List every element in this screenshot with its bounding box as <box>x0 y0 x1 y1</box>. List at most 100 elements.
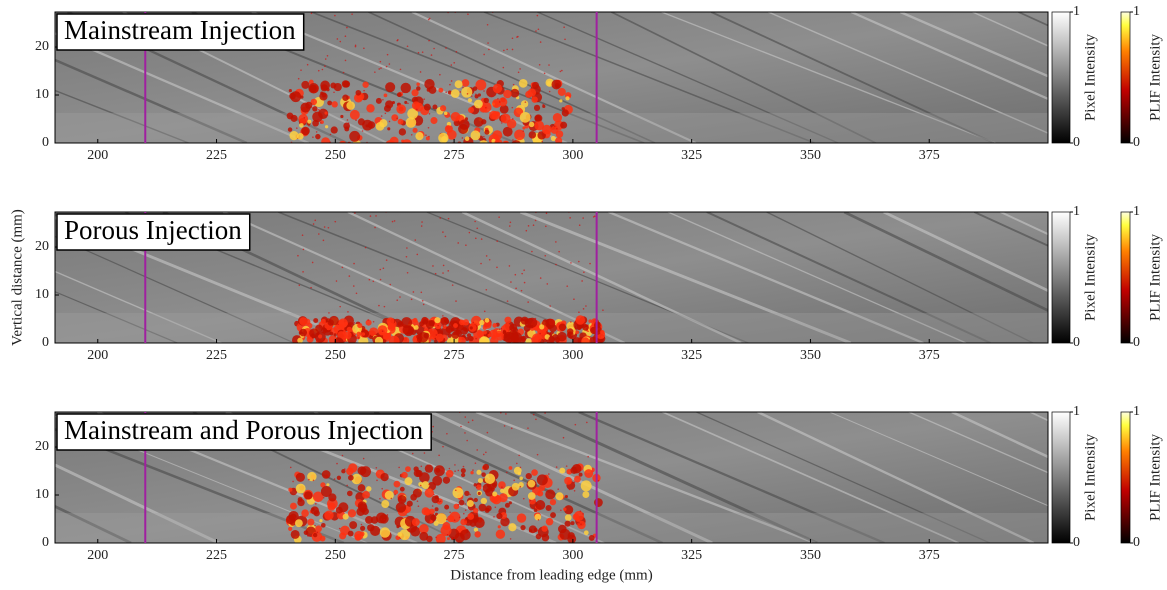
plif-signal <box>467 500 474 507</box>
plif-signal <box>398 495 407 504</box>
x-tick-label: 325 <box>681 348 702 363</box>
y-tick-label: 20 <box>35 39 49 54</box>
plif-signal <box>572 464 581 473</box>
plif-signal <box>453 487 464 498</box>
plif-speck <box>485 107 487 109</box>
plif-signal <box>362 82 368 88</box>
plif-speck <box>575 424 577 426</box>
plif-speck <box>580 523 582 525</box>
plif-speck <box>467 122 469 124</box>
plif-speck <box>469 494 471 496</box>
plif-speck <box>543 475 545 477</box>
plif-speck <box>516 36 518 38</box>
x-tick-label: 350 <box>800 148 821 163</box>
plif-signal <box>416 82 420 86</box>
plif-speck <box>316 338 318 340</box>
plif-speck <box>476 449 478 451</box>
plif-signal <box>519 336 526 343</box>
plif-speck <box>462 87 464 89</box>
plif-speck <box>542 104 544 106</box>
plif-signal <box>358 118 365 125</box>
plif-signal <box>362 332 365 335</box>
y-tick-label: 0 <box>42 335 49 350</box>
plif-signal <box>348 475 354 481</box>
plif-signal <box>563 508 566 511</box>
plif-signal <box>427 88 431 92</box>
plif-signal <box>464 491 469 496</box>
plif-signal <box>444 505 449 510</box>
plif-signal <box>400 487 405 492</box>
plif-speck <box>458 504 460 506</box>
plif-speck <box>539 333 541 335</box>
plif-speck <box>467 93 469 95</box>
plif-speck <box>304 117 306 119</box>
plif-signal <box>572 337 581 346</box>
plif-signal <box>331 126 338 133</box>
plif-signal <box>539 485 545 491</box>
plif-speck <box>295 321 297 323</box>
plif-speck <box>496 240 498 242</box>
plif-signal <box>479 140 489 150</box>
plif-signal <box>297 133 304 140</box>
plif-speck <box>537 15 539 17</box>
plif-signal <box>320 91 323 94</box>
plif-speck <box>369 279 371 281</box>
plif-signal <box>326 88 329 91</box>
colorbar-label: PLIF Intensity <box>1147 233 1163 321</box>
plif-signal <box>468 336 473 341</box>
plif-speck <box>344 468 346 470</box>
plif-signal <box>376 98 382 104</box>
plif-signal <box>460 519 467 526</box>
plif-speck <box>446 519 448 521</box>
plif-speck <box>507 300 509 302</box>
plif-signal <box>368 121 376 129</box>
plif-speck <box>497 98 499 100</box>
plif-signal <box>558 88 566 96</box>
plif-speck <box>589 263 591 265</box>
plif-signal <box>388 323 396 331</box>
plif-signal <box>531 469 538 476</box>
x-tick-label: 375 <box>919 348 940 363</box>
plif-signal <box>356 90 362 96</box>
plif-speck <box>558 251 560 253</box>
plif-signal <box>528 492 536 500</box>
plif-signal <box>487 334 490 337</box>
plif-speck <box>503 67 505 69</box>
plif-signal <box>311 506 319 514</box>
plif-speck <box>322 69 324 71</box>
plif-signal <box>504 317 511 324</box>
x-tick-label: 275 <box>444 348 465 363</box>
plif-speck <box>318 109 320 111</box>
plif-speck <box>481 238 483 240</box>
plif-speck <box>574 490 576 492</box>
plif-speck <box>519 68 521 70</box>
colorbar-tick-label: 0 <box>1133 335 1140 350</box>
plif-speck <box>581 280 583 282</box>
plif-speck <box>563 437 565 439</box>
plif-speck <box>328 227 330 229</box>
plif-signal <box>522 126 525 129</box>
plif-speck <box>358 322 360 324</box>
plif-signal <box>467 513 474 520</box>
plif-speck <box>387 54 389 56</box>
plif-signal <box>551 126 559 134</box>
plif-speck <box>538 530 540 532</box>
plif-speck <box>598 505 600 507</box>
plif-speck <box>522 130 524 132</box>
plif-speck <box>539 131 541 133</box>
colorbar-tick-label: 0 <box>1073 335 1080 350</box>
plif-speck <box>349 476 351 478</box>
plif-signal <box>313 318 318 323</box>
plif-speck <box>464 432 466 434</box>
plif-speck <box>380 67 382 69</box>
plif-speck <box>549 305 551 307</box>
plif-speck <box>566 465 568 467</box>
plif-speck <box>503 50 505 52</box>
plif-speck <box>587 456 589 458</box>
plif-speck <box>487 42 489 44</box>
plif-signal <box>588 319 592 323</box>
plif-speck <box>594 215 596 217</box>
plif-speck <box>573 537 575 539</box>
plif-speck <box>515 145 517 147</box>
plif-signal <box>432 476 442 486</box>
